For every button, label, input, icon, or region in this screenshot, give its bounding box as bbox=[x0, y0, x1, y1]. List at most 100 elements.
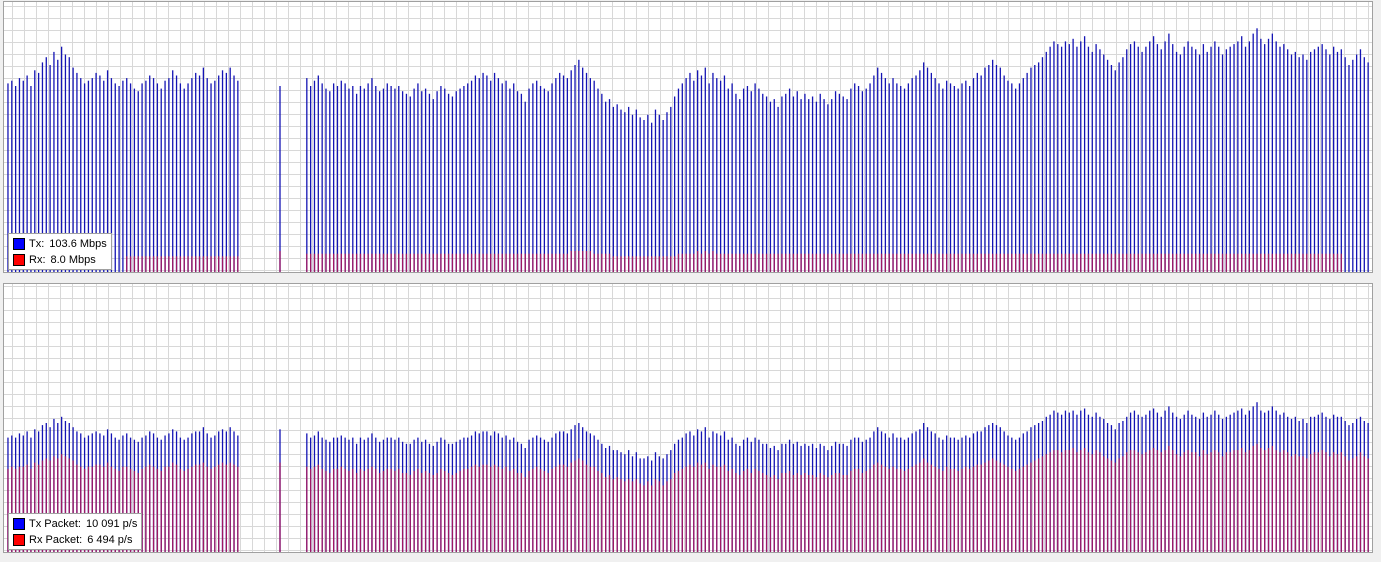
rx-bar bbox=[1103, 253, 1105, 272]
tx-bar bbox=[137, 91, 139, 272]
rx-bar bbox=[662, 485, 664, 552]
rx-bar bbox=[421, 253, 423, 272]
rx-bar bbox=[1202, 253, 1205, 272]
rx-bar bbox=[340, 253, 342, 272]
rx-bar bbox=[946, 253, 948, 272]
tx-bar bbox=[218, 75, 220, 272]
rx-bar bbox=[1233, 450, 1235, 552]
rx-bar bbox=[1244, 253, 1247, 272]
tx-bar bbox=[995, 65, 998, 272]
rx-bar bbox=[64, 456, 67, 552]
tx-bar bbox=[562, 75, 565, 272]
rx-bar bbox=[1152, 448, 1155, 552]
rx-bar bbox=[696, 251, 699, 272]
tx-bar bbox=[359, 86, 362, 272]
rx-bar bbox=[601, 253, 603, 272]
rx-bar bbox=[306, 253, 308, 272]
rx-bar bbox=[524, 477, 526, 552]
rx-bar bbox=[1164, 450, 1166, 552]
tx-bar bbox=[1141, 51, 1143, 272]
tx-bar bbox=[1053, 41, 1055, 272]
rx-bar bbox=[359, 253, 362, 272]
rx-bar bbox=[432, 253, 434, 272]
rx-bar bbox=[842, 475, 844, 552]
rx-bar bbox=[1352, 458, 1354, 552]
rx-bar bbox=[608, 253, 611, 272]
rx-bar bbox=[677, 253, 680, 272]
tx-bar bbox=[172, 70, 174, 272]
tx-bar bbox=[1133, 41, 1136, 272]
rx-bar bbox=[773, 253, 775, 272]
rx-bar bbox=[474, 253, 477, 272]
tx-bar bbox=[30, 86, 32, 272]
rx-bar bbox=[1221, 456, 1224, 552]
rx-bar bbox=[1336, 454, 1339, 552]
tx-bar bbox=[206, 78, 208, 272]
rx-bar bbox=[1210, 452, 1212, 552]
rx-bar bbox=[1248, 253, 1251, 272]
rx-bar bbox=[436, 253, 438, 272]
rx-bar bbox=[570, 462, 572, 552]
tx-bar bbox=[662, 120, 664, 272]
rx-bar bbox=[815, 477, 818, 552]
tx-bar bbox=[831, 99, 833, 272]
tx-bar bbox=[815, 101, 818, 272]
rx-bar bbox=[578, 458, 580, 552]
tx-bar bbox=[1271, 33, 1273, 272]
rx-bar bbox=[214, 256, 216, 272]
rx-bar bbox=[811, 475, 814, 552]
rx-bar bbox=[202, 462, 205, 552]
tx-bar bbox=[1011, 83, 1013, 272]
rx-bar bbox=[915, 253, 917, 272]
rx-bar bbox=[41, 460, 44, 552]
rx-bar bbox=[497, 466, 500, 552]
tx-bar bbox=[1302, 54, 1304, 272]
tx-bar bbox=[436, 91, 438, 272]
rx-bar bbox=[1317, 452, 1319, 552]
rx-bar bbox=[1252, 445, 1254, 552]
rx-bar bbox=[788, 253, 791, 272]
rx-bar bbox=[317, 253, 319, 272]
rx-bar bbox=[103, 466, 105, 552]
rx-bar bbox=[99, 464, 101, 552]
rx-bar bbox=[371, 253, 373, 272]
rx-bar bbox=[428, 253, 431, 272]
tx-bar bbox=[57, 59, 59, 272]
rx-bar bbox=[1049, 452, 1051, 552]
rx-bar bbox=[1321, 450, 1323, 552]
rx-bar bbox=[1267, 448, 1270, 552]
rx-bar bbox=[597, 253, 599, 272]
tx-bar bbox=[988, 65, 990, 272]
tx-bar bbox=[91, 78, 93, 272]
rx-bar bbox=[1053, 450, 1055, 552]
rx-bar bbox=[559, 253, 561, 272]
rx-bar bbox=[1099, 253, 1101, 272]
rx-bar bbox=[903, 470, 906, 552]
rx-bar bbox=[1007, 253, 1009, 272]
rx-bar bbox=[237, 256, 239, 272]
rx-bar bbox=[1087, 253, 1090, 272]
rx-bar bbox=[378, 253, 381, 272]
rx-bar bbox=[37, 464, 40, 552]
rx-bar bbox=[539, 468, 542, 552]
tx-bar bbox=[938, 83, 940, 272]
tx-bar bbox=[37, 72, 40, 272]
rx-bar bbox=[1202, 450, 1205, 552]
tx-bar bbox=[624, 112, 626, 272]
rx-bar bbox=[22, 466, 24, 552]
tx-bar bbox=[566, 78, 569, 272]
tx-bar bbox=[654, 109, 657, 272]
tx-bar bbox=[727, 88, 729, 272]
rx-bar bbox=[1198, 456, 1201, 552]
rx-bar bbox=[846, 475, 848, 552]
tx-bar bbox=[742, 88, 745, 272]
rx-bar bbox=[769, 253, 772, 272]
rx-bar bbox=[685, 466, 687, 552]
rx-bar bbox=[214, 466, 216, 552]
rx-bar bbox=[765, 253, 768, 272]
rx-bar bbox=[911, 466, 913, 552]
rx-bar bbox=[313, 253, 316, 272]
rx-bar bbox=[942, 253, 944, 272]
tx-bar bbox=[321, 83, 323, 272]
rx-bar bbox=[850, 470, 852, 552]
